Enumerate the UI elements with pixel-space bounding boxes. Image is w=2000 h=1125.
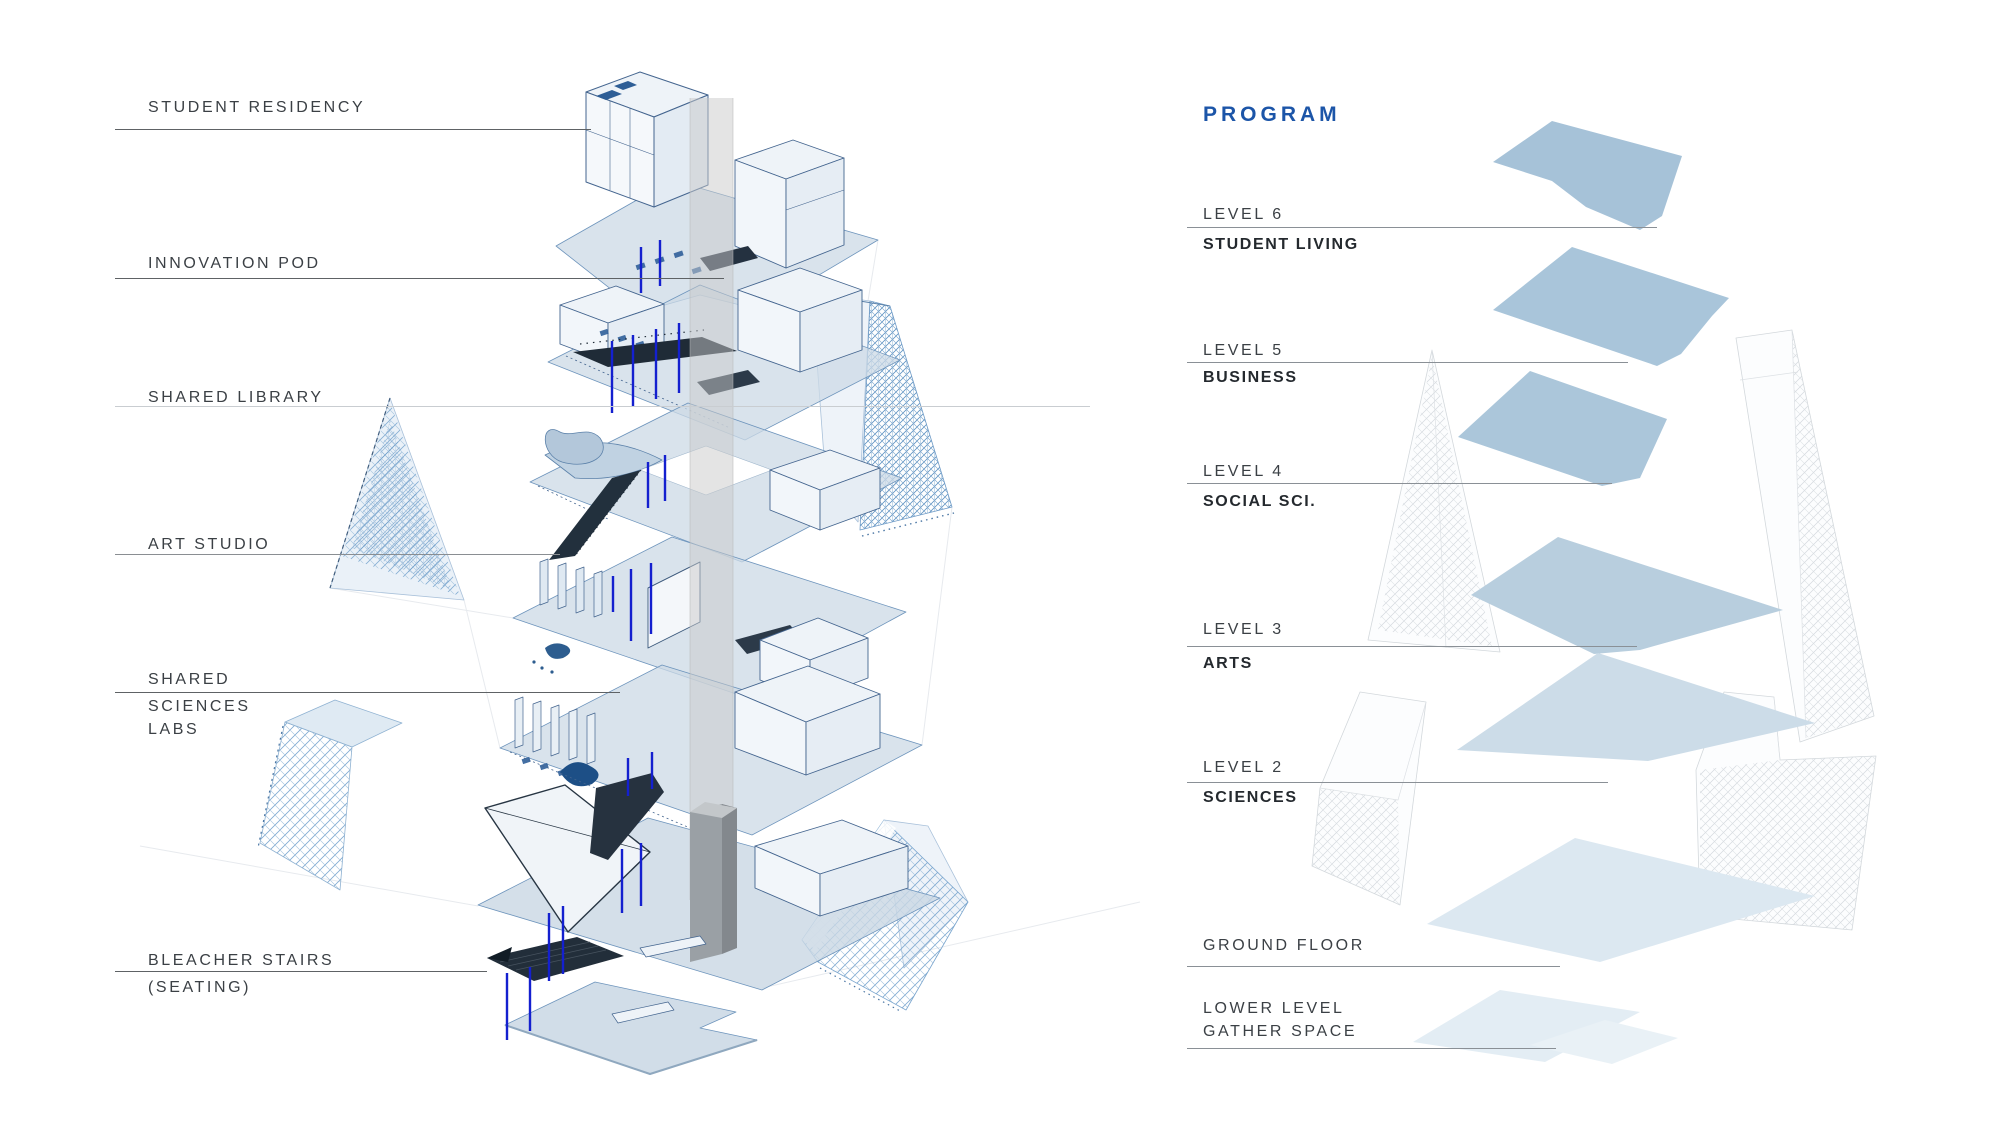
legend-floor-plates xyxy=(1413,121,1815,1064)
callout-label: ART STUDIO xyxy=(148,536,271,553)
legend-rule-level4 xyxy=(1187,483,1612,484)
legend-plate-level4 xyxy=(1458,371,1667,486)
leader-line-sciences-labs xyxy=(115,692,620,693)
legend-plate-level5 xyxy=(1493,247,1729,366)
core-shaft xyxy=(689,98,737,962)
legend-facade-a-frame xyxy=(1367,349,1501,653)
callout-label: SCIENCES xyxy=(148,698,251,715)
legend-level-ground: GROUND FLOOR xyxy=(1203,937,1365,954)
legend-level-6: LEVEL 6 xyxy=(1203,206,1284,223)
callout-label: SHARED xyxy=(148,671,231,688)
legend-plate-level6 xyxy=(1493,121,1682,230)
callout-bleacher-stairs-1: BLEACHER STAIRS xyxy=(148,949,334,972)
legend-wireframe-facades xyxy=(1311,329,1877,931)
callout-shared-sciences-labs-1: SHARED xyxy=(148,668,230,691)
legend-name-student-living: STUDENT LIVING xyxy=(1203,236,1359,253)
exploded-axon-tower xyxy=(477,71,941,1075)
callout-label: INNOVATION POD xyxy=(148,255,321,272)
callout-bleacher-stairs-2: (SEATING) xyxy=(148,976,251,999)
bleacher-stairs xyxy=(487,935,707,981)
legend-rule-level5 xyxy=(1187,362,1628,363)
legend-level-4: LEVEL 4 xyxy=(1203,463,1284,480)
callout-label: LABS xyxy=(148,721,200,738)
callout-label: (SEATING) xyxy=(148,979,252,996)
callout-label: SHARED LIBRARY xyxy=(148,389,324,406)
leader-line-innovation-pod xyxy=(115,278,724,279)
facade-panel-left-a-frame xyxy=(329,397,465,601)
legend-level-3: LEVEL 3 xyxy=(1203,621,1284,638)
legend-level-2: LEVEL 2 xyxy=(1203,759,1284,776)
leader-line-art-studio xyxy=(115,554,560,555)
legend-plate-lower-annex xyxy=(1530,1020,1678,1064)
legend-facade-tilted-panel xyxy=(1735,329,1875,743)
callout-shared-sciences-labs-2: SCIENCES xyxy=(148,695,251,718)
legend-level-5: LEVEL 5 xyxy=(1203,342,1284,359)
callout-shared-library: SHARED LIBRARY xyxy=(148,386,324,409)
callout-innovation-pod: INNOVATION POD xyxy=(148,252,321,275)
callout-student-residency: STUDENT RESIDENCY xyxy=(148,96,365,119)
legend-rule-level2 xyxy=(1187,782,1608,783)
legend-rule-level3 xyxy=(1187,646,1637,647)
legend-name-arts: ARTS xyxy=(1203,655,1253,672)
callout-label: STUDENT RESIDENCY xyxy=(148,99,366,116)
legend-rule-lower xyxy=(1187,1048,1556,1049)
leader-line-student-residency xyxy=(115,129,591,130)
legend-plate-level3 xyxy=(1471,537,1783,654)
legend-plate-lower xyxy=(1413,990,1640,1062)
legend-name-social-sci: SOCIAL SCI. xyxy=(1203,493,1317,510)
legend-name-business: BUSINESS xyxy=(1203,369,1298,386)
legend-rule-ground xyxy=(1187,966,1560,967)
legend-level-lower-2: GATHER SPACE xyxy=(1203,1023,1358,1040)
leader-line-shared-library xyxy=(115,406,1090,407)
callout-shared-sciences-labs-3: LABS xyxy=(148,718,199,741)
leader-line-bleacher-stairs xyxy=(115,971,487,972)
legend-name-sciences: SCIENCES xyxy=(1203,789,1298,806)
callout-label: BLEACHER STAIRS xyxy=(148,952,335,969)
legend-rule-level6 xyxy=(1187,227,1657,228)
legend-plate-ground xyxy=(1427,838,1815,962)
construction-guide-lines xyxy=(139,239,1141,989)
legend-plate-level2 xyxy=(1457,653,1815,761)
floor-lower-level xyxy=(504,981,758,1075)
program-legend-title: PROGRAM xyxy=(1203,103,1341,126)
callout-art-studio: ART STUDIO xyxy=(148,533,270,556)
legend-facade-box xyxy=(1311,691,1427,906)
facade-panel-lower-left xyxy=(257,699,403,891)
legend-level-lower-1: LOWER LEVEL xyxy=(1203,1000,1345,1017)
